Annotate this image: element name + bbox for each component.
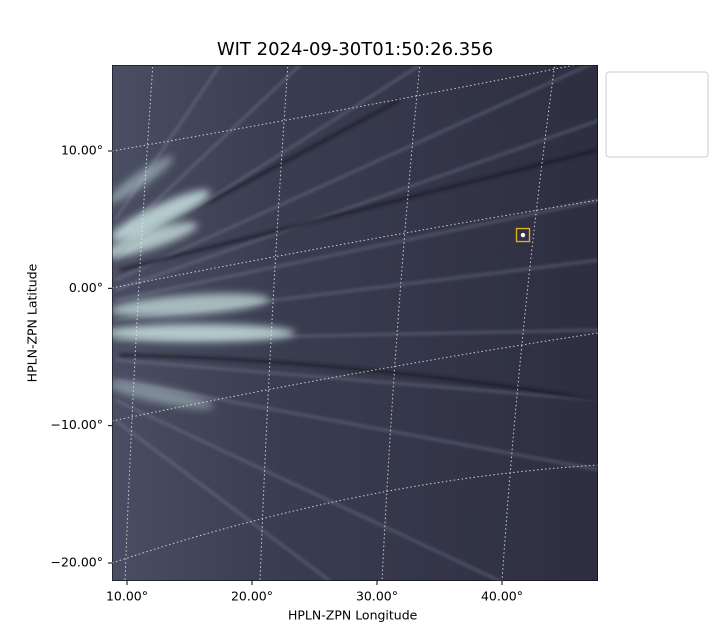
image [112, 65, 598, 581]
x-tick-label: 20.00° [231, 589, 273, 604]
y-tick-label: −20.00° [50, 555, 103, 570]
legend [605, 71, 709, 158]
x-tick-label: 30.00° [356, 589, 398, 604]
y-tick-label: 0.00° [69, 280, 103, 295]
x-tick-label: 10.00° [106, 589, 148, 604]
x-axis-label: HPLN-ZPN Longitude [288, 608, 418, 623]
y-axis-label: HPLN-ZPN Latitude [25, 263, 40, 382]
body-glow [520, 232, 526, 238]
body-marker [515, 227, 531, 243]
y-tick-label: 10.00° [61, 142, 103, 157]
chart-title: WIT 2024-09-30T01:50:26.356 [217, 39, 493, 60]
x-tick-label: 40.00° [481, 589, 523, 604]
y-tick-label: −10.00° [50, 417, 103, 432]
